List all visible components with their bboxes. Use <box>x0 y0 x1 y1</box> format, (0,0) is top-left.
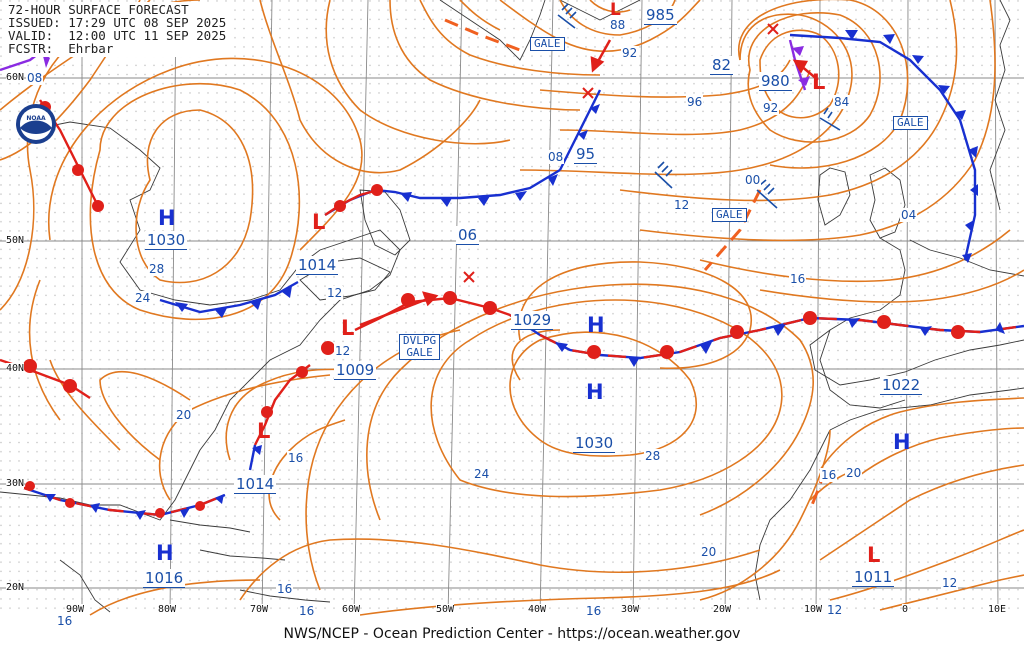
developing-gale-line2: GALE <box>406 346 433 359</box>
high-pressure-1029: 1029 <box>511 311 554 330</box>
isobar-label: 24 <box>473 467 491 481</box>
isobar-label: 16 <box>789 272 807 286</box>
gale-warning-central: GALE <box>712 208 747 222</box>
latitude-label-20n: 20N <box>6 582 25 593</box>
isobar-label: 16 <box>56 614 74 628</box>
issued-time: ISSUED: 17:29 UTC 08 SEP 2025 <box>8 15 227 30</box>
isobar-label: 12 <box>673 198 691 212</box>
low-pressure-985: 985 <box>644 6 677 25</box>
cold-front-europe <box>789 33 977 261</box>
low-symbol-greenland: L <box>610 0 621 20</box>
high-symbol-midatlantic: H <box>587 313 605 337</box>
isobar-label: 20 <box>700 545 718 559</box>
storm-track-arrows <box>359 39 819 327</box>
low-pressure-1009: 1009 <box>334 361 377 380</box>
high-symbol-azores: H <box>586 380 604 404</box>
forecaster: FCSTR: Ehrbar <box>8 41 114 56</box>
isobar-label: 16 <box>276 582 294 596</box>
isobar-label: 16 <box>287 451 305 465</box>
low-pressure-980: 980 <box>759 72 792 91</box>
low-symbol-novascotia: L <box>341 316 355 340</box>
header-box: 72-HOUR SURFACE FORECAST ISSUED: 17:29 U… <box>4 2 231 57</box>
isobar-label: 84 <box>833 95 851 109</box>
longitude-label-20w: 20W <box>713 604 732 615</box>
low-symbol-iceland: L <box>812 70 826 94</box>
low-pressure-1011: 1011 <box>852 568 895 587</box>
high-pressure-1030-azores: 1030 <box>573 434 616 453</box>
longitude-label-10w: 10W <box>804 604 823 615</box>
isobar-label: 16 <box>585 604 603 618</box>
isobar-label: 16 <box>298 604 316 618</box>
developing-gale-warning: DVLPG GALE <box>399 334 441 360</box>
noaa-logo: NOAA <box>16 104 56 144</box>
isobar-label: 16 <box>820 468 838 482</box>
longitude-label-30w: 30W <box>621 604 640 615</box>
developing-gale-line1: DVLPG <box>403 334 437 347</box>
front-symbols <box>23 30 1005 520</box>
future-low-marks <box>463 23 779 283</box>
isobar-label: 08 <box>26 71 44 85</box>
longitude-label-40w: 40W <box>528 604 547 615</box>
pressure-label-06: 06 <box>456 226 480 245</box>
latitude-label-50n: 50N <box>6 235 25 246</box>
pressure-label-82: 82 <box>710 56 734 75</box>
isobar-label: 12 <box>334 344 352 358</box>
latitude-label-40n: 40N <box>6 363 25 374</box>
longitude-label-0: 0 <box>902 604 909 615</box>
high-symbol-newengland: H <box>158 206 176 230</box>
high-symbol-caribbean: H <box>156 541 174 565</box>
latitude-label-60n: 60N <box>6 72 25 83</box>
coastlines <box>0 0 1024 613</box>
isobar-label: 20 <box>845 466 863 480</box>
high-pressure-1016: 1016 <box>143 569 186 588</box>
longitude-label-50w: 50W <box>436 604 455 615</box>
warm-front-north <box>324 188 379 216</box>
isobar-label: 92 <box>762 101 780 115</box>
low-pressure-1014-south: 1014 <box>234 475 277 494</box>
valid-time: VALID: 12:00 UTC 11 SEP 2025 <box>8 28 227 43</box>
low-pressure-1014-north: 1014 <box>296 256 339 275</box>
pressure-label-95: 95 <box>574 145 598 164</box>
low-symbol-capehatteras: L <box>257 419 271 443</box>
isobar-label: 12 <box>826 603 844 617</box>
isobar-label: 12 <box>941 576 959 590</box>
isobar-label: 88 <box>609 18 627 32</box>
source-credit: NWS/NCEP - Ocean Prediction Center - htt… <box>283 626 741 642</box>
warm-front-east-coast <box>253 364 311 446</box>
high-pressure-1022: 1022 <box>880 376 923 395</box>
isobar-label: 04 <box>900 208 918 222</box>
latitude-label-30n: 30N <box>6 478 25 489</box>
high-pressure-1030-west: 1030 <box>145 231 188 250</box>
isobar-label: 28 <box>148 262 166 276</box>
isobar-label: 92 <box>621 46 639 60</box>
low-symbol-morocco: L <box>867 543 881 567</box>
gale-warning-europe: GALE <box>893 116 928 130</box>
longitude-label-80w: 80W <box>158 604 177 615</box>
longitude-label-10e: 10E <box>988 604 1007 615</box>
isobar-label: 96 <box>686 95 704 109</box>
svg-text:NOAA: NOAA <box>26 115 46 122</box>
gale-warning-greenland: GALE <box>530 37 565 51</box>
isobar-label: 08 <box>547 150 565 164</box>
isobar-label: 00 <box>744 173 762 187</box>
isobar-label: 24 <box>134 291 152 305</box>
high-symbol-iberia: H <box>893 430 911 454</box>
isobar-label: 12 <box>326 286 344 300</box>
wind-barbs <box>557 3 841 209</box>
isobar-label: 28 <box>644 449 662 463</box>
longitude-label-70w: 70W <box>250 604 269 615</box>
chart-title: 72-HOUR SURFACE FORECAST <box>8 2 189 17</box>
low-symbol-labrador: L <box>312 210 326 234</box>
stationary-front-atlantic-red <box>509 314 1024 360</box>
longitude-label-60w: 60W <box>342 604 361 615</box>
longitude-label-90w: 90W <box>66 604 85 615</box>
cold-front-canada <box>159 280 299 314</box>
cold-front-greenland <box>558 89 602 171</box>
isobar-label: 20 <box>175 408 193 422</box>
